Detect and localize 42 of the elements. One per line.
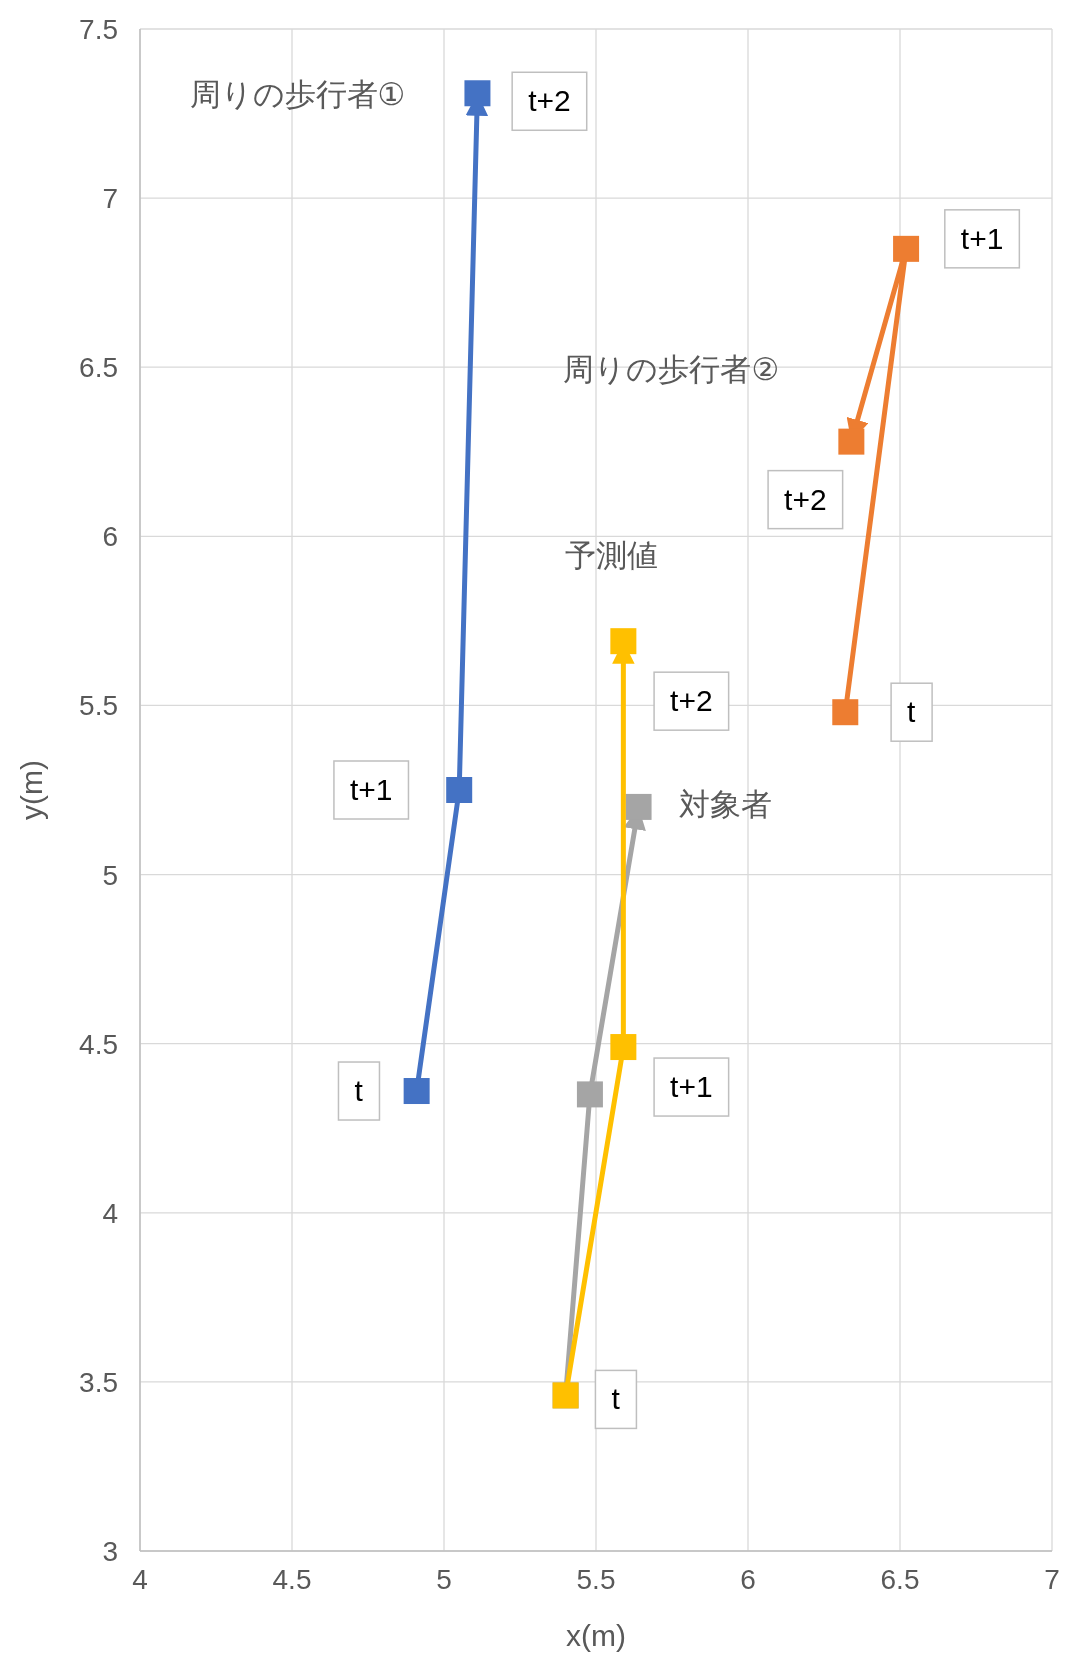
x-tick-label: 6.5 [880,1564,920,1595]
point [838,428,865,455]
data-label: t [354,1074,364,1108]
y-tick-label: 6 [102,521,118,553]
point [832,699,859,726]
x-tick-label: 4.5 [272,1564,312,1595]
series-label: 周りの歩行者① [189,77,406,113]
y-tick-label: 5.5 [79,690,118,722]
y-tick-label: 5 [102,859,118,891]
series-label: 対象者 [678,786,772,822]
point [610,1034,637,1061]
point [625,793,652,820]
point [403,1078,430,1105]
point [464,80,491,107]
data-label: t [907,695,917,729]
point [610,628,637,655]
point [446,777,473,803]
y-tick-label: 4 [102,1197,118,1229]
x-tick-label: 4 [132,1564,148,1595]
x-tick-label: 5.5 [576,1564,616,1595]
x-tick-label: 7 [1044,1564,1060,1595]
data-label: t [611,1382,621,1416]
point [893,235,920,262]
text: 周りの歩行者② [563,351,780,387]
x-axis-title: x(m) [566,1619,626,1652]
x-tick-label: 6 [740,1564,756,1595]
x-tick-label: 5 [436,1564,452,1595]
point [576,1081,603,1108]
data-label: t+1 [349,773,393,806]
y-tick-label: 6.5 [79,352,118,384]
data-label: t+1 [960,221,1004,255]
data-label: t+2 [528,84,571,118]
y-tick-label: 4.5 [79,1028,118,1060]
y-tick-label: 7.5 [79,14,118,45]
series-label: 予測値 [564,538,658,574]
data-label: t+2 [670,684,713,718]
y-tick-label: 7 [102,183,118,215]
y-tick-label: 3.5 [79,1366,118,1398]
data-label: t+1 [670,1070,713,1104]
y-tick-label: 3 [102,1536,118,1567]
data-label: t+2 [784,482,827,516]
y-axis-title: y(m) [15,760,48,820]
